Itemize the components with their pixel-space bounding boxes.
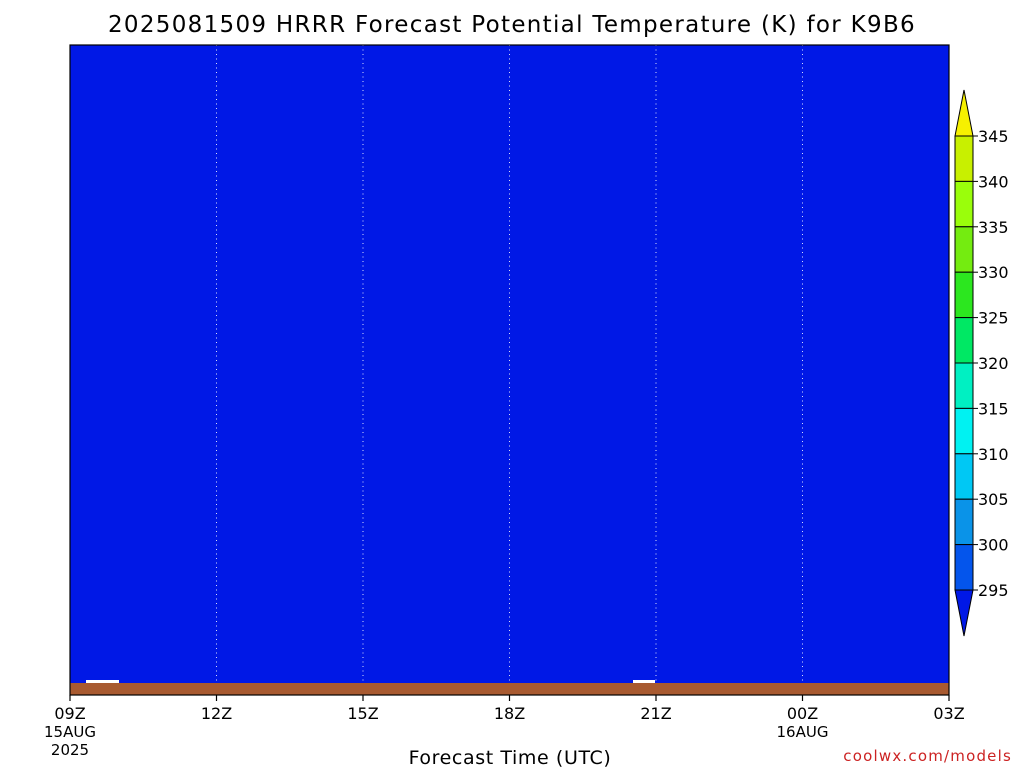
colorbar-segment xyxy=(954,271,974,319)
chart-title: 2025081509 HRRR Forecast Potential Tempe… xyxy=(108,12,916,38)
colorbar-segment xyxy=(954,407,974,455)
colorbar-label: 295 xyxy=(978,581,1009,600)
x-tick-label: 03Z xyxy=(933,704,964,723)
colorbar-label: 305 xyxy=(978,490,1009,509)
x-tick-date: 15AUG xyxy=(44,723,96,741)
credit-text[interactable]: coolwx.com/models xyxy=(843,747,1012,765)
x-tick-label: 00Z xyxy=(787,704,818,723)
ground-marker xyxy=(633,680,655,683)
x-tick-label: 21Z xyxy=(640,704,671,723)
colorbar-segment xyxy=(954,135,974,182)
colorbar: 345 340 335 330 325 320 315 310 305 300 295 xyxy=(954,89,1009,637)
colorbar-label: 320 xyxy=(978,354,1009,373)
colorbar-segment xyxy=(954,453,974,500)
colorbar-label: 340 xyxy=(978,172,1009,191)
x-tick-year: 2025 xyxy=(51,741,89,759)
colorbar-label: 315 xyxy=(978,399,1009,418)
colorbar-label: 325 xyxy=(978,309,1009,328)
x-tick-label: 15Z xyxy=(347,704,378,723)
colorbar-min-arrow xyxy=(954,589,974,637)
x-tick-label: 12Z xyxy=(201,704,232,723)
x-tick-date: 16AUG xyxy=(777,723,829,741)
colorbar-segment xyxy=(954,544,974,591)
colorbar-segment xyxy=(954,180,974,228)
colorbar-label: 310 xyxy=(978,445,1009,464)
plot-area xyxy=(70,45,949,695)
x-tick-label: 18Z xyxy=(494,704,525,723)
x-tick-label: 09Z xyxy=(54,704,85,723)
colorbar-segment xyxy=(954,498,974,546)
colorbar-segment xyxy=(954,226,974,273)
colorbar-max-arrow xyxy=(954,89,974,137)
colorbar-segment xyxy=(954,317,974,364)
colorbar-label: 345 xyxy=(978,127,1009,146)
ground-marker xyxy=(86,680,119,683)
colorbar-label: 330 xyxy=(978,263,1009,282)
colorbar-segment xyxy=(954,362,974,409)
grid xyxy=(216,45,803,683)
colorbar-label: 335 xyxy=(978,218,1009,237)
x-axis-title: Forecast Time (UTC) xyxy=(409,747,612,768)
ground-surface xyxy=(70,683,949,695)
colorbar-label: 300 xyxy=(978,536,1009,555)
